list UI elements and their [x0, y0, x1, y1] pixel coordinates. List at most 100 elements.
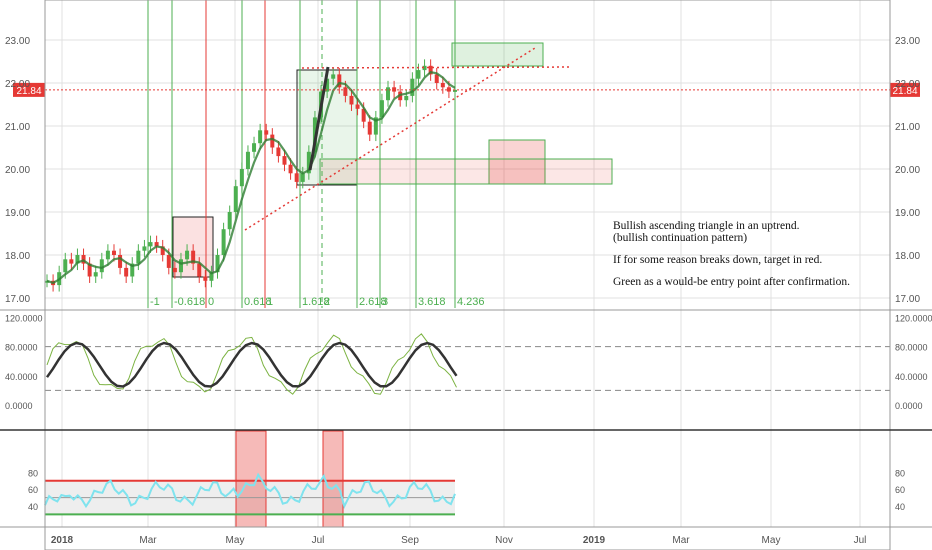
ascending-trendline	[244, 47, 536, 231]
y-tick-label: 17.00	[5, 294, 30, 305]
candle-body	[282, 156, 287, 165]
stoch-panel	[45, 333, 890, 395]
y-tick-label: 19.00	[5, 208, 30, 219]
y-tick-label: 23.00	[5, 36, 30, 47]
candle-body	[75, 255, 80, 264]
candle-body	[446, 87, 451, 92]
candle-body	[300, 173, 305, 182]
candle-body	[410, 78, 415, 96]
candle-body	[142, 246, 147, 251]
candle-body	[118, 255, 123, 268]
candle-body	[294, 173, 299, 182]
entry-zone	[451, 42, 544, 67]
candle-body	[367, 121, 372, 135]
candle-body	[252, 143, 257, 152]
stoch-d-line	[45, 341, 458, 388]
candle-body	[386, 87, 391, 101]
candle-body	[288, 164, 293, 174]
stoch-tick-label: 120.0000	[5, 313, 43, 323]
stoch-tick-label: 120.0000	[895, 313, 932, 323]
x-tick-label: 2018	[51, 535, 74, 546]
annotation: Bullish ascending triangle in an uptrend…	[613, 220, 883, 288]
rsi-tick-label: 60	[28, 485, 38, 495]
x-tick-label: Jul	[312, 535, 325, 546]
rsi-tick-label: 40	[28, 502, 38, 512]
flagpole-line	[308, 66, 330, 171]
candle-body	[233, 186, 238, 212]
candle-body	[331, 74, 336, 79]
candle-body	[422, 65, 427, 71]
candle-body	[276, 147, 281, 157]
candle-body	[245, 151, 250, 169]
candle-body	[349, 95, 354, 105]
candle-body	[203, 276, 208, 281]
x-tick-label: Sep	[401, 535, 419, 546]
zones	[172, 42, 613, 278]
target-zone	[488, 139, 546, 185]
moving-average-line	[46, 71, 456, 285]
fib-label: 1	[267, 296, 273, 308]
candle-body	[227, 212, 232, 230]
candle-body	[270, 134, 275, 148]
price-badge	[13, 82, 45, 97]
stoch-tick-label: 40.0000	[895, 372, 928, 382]
x-tick-label: May	[226, 535, 245, 546]
x-tick-label: Mar	[672, 535, 690, 546]
candle-body	[69, 259, 74, 264]
candle-body	[239, 169, 244, 187]
candle-body	[379, 100, 384, 118]
candle-body	[99, 259, 104, 273]
candle-body	[197, 263, 202, 277]
stoch-tick-label: 80.0000	[895, 343, 928, 353]
candle-body	[306, 151, 311, 174]
fib-label: 4.236	[457, 296, 485, 308]
candle-body	[185, 250, 190, 260]
x-tick-label: Mar	[139, 535, 157, 546]
candle-body	[93, 272, 98, 277]
price-badge	[890, 82, 920, 97]
rsi-overbought-highlight	[322, 430, 344, 528]
candle-body	[434, 74, 439, 83]
candle-body	[154, 242, 159, 247]
fib-label: 0	[208, 296, 214, 308]
stoch-tick-label: 0.0000	[895, 401, 923, 411]
rsi-tick-label: 80	[895, 468, 905, 478]
fib-label: 1.618	[302, 296, 330, 308]
fib-label: 3	[382, 296, 388, 308]
candle-body	[373, 117, 378, 135]
y-tick-label: 22.00	[895, 79, 920, 90]
candle-body	[130, 263, 135, 277]
candle-body	[325, 78, 330, 92]
candle-body	[87, 263, 92, 277]
candle-body	[337, 74, 342, 88]
rsi-tick-label: 80	[28, 468, 38, 478]
candle-body	[148, 242, 153, 247]
candle-body	[355, 104, 360, 109]
fib-label: -0.618	[174, 296, 205, 308]
candle-body	[404, 95, 409, 101]
price-badge-label: 21.84	[16, 86, 41, 97]
candle-body	[453, 89, 457, 92]
fib-label: 3.618	[418, 296, 446, 308]
plot-frame	[44, 0, 891, 550]
rsi-tick-label: 60	[895, 485, 905, 495]
candle-body	[264, 130, 269, 135]
annotation-line3: If for some reason breaks down, target i…	[613, 254, 823, 266]
candle-body	[160, 246, 165, 255]
candle-body	[63, 259, 68, 273]
candle-body	[166, 255, 171, 268]
y-tick-label: 19.00	[895, 208, 920, 219]
y-tick-label: 20.00	[895, 165, 920, 176]
candle-body	[361, 108, 366, 122]
candle-body	[343, 87, 348, 96]
y-tick-label: 21.00	[5, 122, 30, 133]
x-tick-label: Nov	[495, 535, 513, 546]
candle-body	[416, 70, 421, 79]
candle-body	[105, 250, 110, 260]
price-badge-label: 21.84	[892, 86, 917, 97]
stoch-tick-label: 0.0000	[5, 401, 33, 411]
candle-body	[111, 250, 116, 255]
fib-label: -1	[150, 296, 160, 308]
